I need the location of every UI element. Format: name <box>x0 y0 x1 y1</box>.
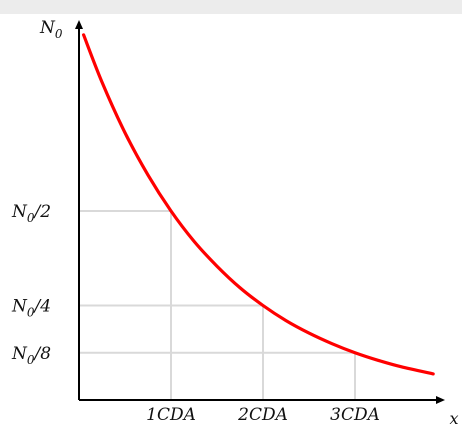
tick-labels: 1CDA 2CDA 3CDA x N0 N0/2 N0/4 N0/8 <box>11 18 459 428</box>
y-axis-arrow <box>75 20 83 29</box>
y-tick-label-1: N0 <box>39 18 63 41</box>
x-tick-label-2: 2CDA <box>237 405 288 425</box>
x-axis-arrow <box>436 396 445 404</box>
axes <box>75 20 445 404</box>
y-tick-label-3: N0/4 <box>11 297 51 320</box>
y-tick-label-4: N0/8 <box>11 344 51 367</box>
x-tick-label-1: 1CDA <box>146 405 196 425</box>
top-band <box>0 0 462 14</box>
guide-lines <box>79 210 356 400</box>
x-tick-label-3: 3CDA <box>330 405 380 425</box>
curve-layer <box>82 33 435 376</box>
y-tick-label-2: N0/2 <box>11 202 51 225</box>
x-axis-label: x <box>449 409 458 428</box>
decay-curve <box>82 33 435 376</box>
